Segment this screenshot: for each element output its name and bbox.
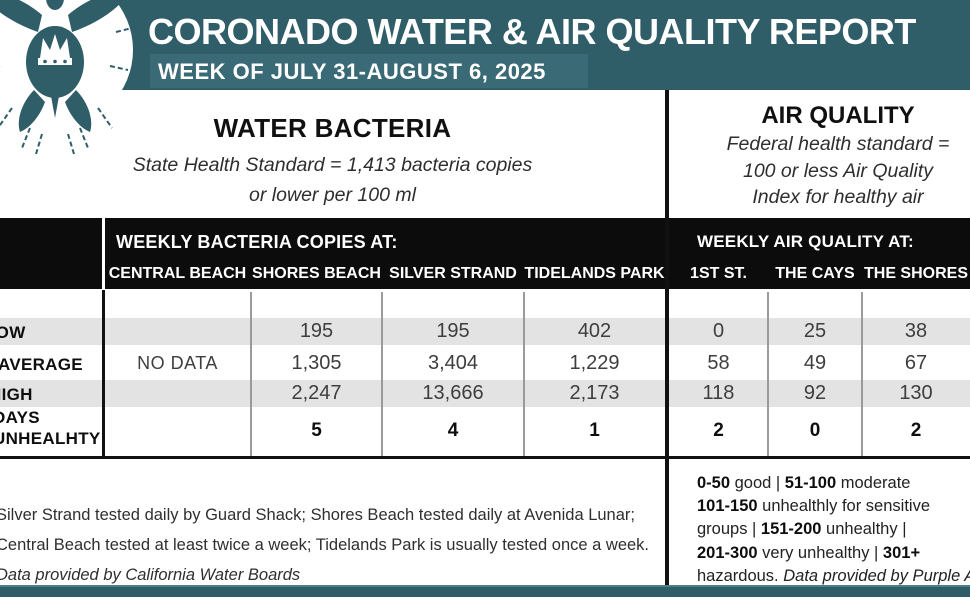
- table-cell: 92: [803, 382, 827, 404]
- table-cell: 2: [910, 420, 922, 441]
- table-bottom-border: [0, 456, 970, 459]
- row-stripe-high: [0, 380, 970, 407]
- row-stripe-low: [0, 318, 970, 345]
- coronado-logo: [0, 0, 133, 155]
- column-header-the-shores: THE SHORES: [863, 265, 968, 282]
- water-footnote-source: Data provided by California Water Boards: [0, 566, 301, 584]
- label-column-divider: [102, 290, 105, 456]
- table-cell: 0: [712, 320, 725, 342]
- section-divider: [665, 90, 669, 585]
- column-header-silver-strand: SILVER STRAND: [389, 265, 517, 282]
- water-footnote-text: Silver Strand tested daily by Guard Shac…: [0, 506, 650, 554]
- bottom-bar: [0, 585, 970, 597]
- table-cell: 2,173: [569, 382, 620, 404]
- logo-rays: [0, 0, 133, 155]
- water-group-header: WEEKLY BACTERIA COPIES AT:: [116, 232, 398, 252]
- table-cell: 5: [311, 420, 322, 441]
- turtle-crown: [38, 34, 72, 65]
- water-standard-line2: or lower per 100 ml: [249, 184, 416, 206]
- table-cell: 195: [436, 320, 470, 342]
- water-footnote: Silver Strand tested daily by Guard Shac…: [0, 500, 658, 590]
- table-cell: 0: [809, 420, 821, 441]
- air-health-standard: Federal health standard = 100 or less Ai…: [672, 131, 970, 211]
- air-standard-line2: 100 or less Air Quality: [742, 159, 934, 182]
- air-column-divider-2: [861, 292, 863, 456]
- table-cell: 2: [713, 420, 724, 441]
- column-header-central-beach: CENTRAL BEACH: [108, 265, 247, 282]
- table-cell: 1,305: [291, 351, 342, 374]
- table-cell: 67: [904, 351, 928, 374]
- week-chip: [150, 54, 588, 88]
- water-column-divider-2: [381, 292, 383, 456]
- water-section-title: WATER BACTERIA: [213, 113, 452, 143]
- table-cell: 38: [904, 320, 928, 342]
- table-cell: 195: [299, 320, 334, 342]
- row-label-header-block: [0, 218, 102, 289]
- table-cell: [104, 318, 251, 345]
- report-week-subtitle: WEEK OF JULY 31-AUGUST 6, 2025: [158, 59, 546, 84]
- table-cell: [104, 408, 251, 454]
- row-label-high: HIGH: [0, 385, 33, 404]
- table-cell-no-data: NO DATA: [137, 352, 218, 373]
- table-cell: 402: [577, 320, 612, 342]
- row-label-average: AVERAGE: [0, 355, 83, 374]
- table-cell: 25: [803, 320, 827, 342]
- row-label-days-unhealthy: DAYS UNHEALHTY: [0, 408, 101, 448]
- table-cell: [104, 380, 251, 407]
- legend-line: 101-150 unhealthly for sensitive: [697, 497, 930, 516]
- table-cell: 130: [899, 382, 933, 404]
- air-legend-source: Data provided by Purple Air: [783, 566, 970, 585]
- air-table-header-block: [669, 218, 970, 289]
- water-table-header-block: [105, 218, 665, 289]
- column-header-tidelands-park: TIDELANDS PARK: [524, 265, 665, 282]
- table-cell: 3,404: [427, 351, 479, 374]
- air-standard-line3: Index for healthy air: [752, 186, 924, 208]
- water-health-standard: State Health Standard = 1,413 bacteria c…: [0, 150, 665, 210]
- air-section-title: AIR QUALITY: [761, 102, 915, 129]
- report-title: CORONADO WATER & AIR QUALITY REPORT: [148, 11, 916, 52]
- table-cell: 4: [447, 420, 459, 441]
- air-quality-legend: 0-50 good | 51-100 moderate 101-150 unhe…: [697, 472, 970, 588]
- column-header-shores-beach: SHORES BEACH: [252, 265, 381, 282]
- table-cell: 1,229: [569, 351, 620, 374]
- legend-line: 0-50 good | 51-100 moderate: [697, 474, 911, 492]
- air-standard-line1: Federal health standard =: [726, 133, 950, 155]
- column-header-the-cays: THE CAYS: [775, 265, 855, 282]
- table-cell: 58: [707, 351, 730, 374]
- table-cell: 118: [702, 382, 735, 404]
- water-column-divider-3: [523, 292, 525, 456]
- legend-line: groups | 151-200 unhealthy |: [697, 520, 907, 539]
- air-group-header: WEEKLY AIR QUALITY AT:: [697, 232, 914, 251]
- air-column-divider-1: [767, 292, 769, 456]
- table-cell: 13,666: [422, 382, 484, 404]
- table-cell: 49: [803, 351, 827, 374]
- column-header-1st-st: 1ST ST.: [690, 265, 747, 282]
- row-label-low: LOW: [0, 323, 26, 342]
- table-cell: 1: [589, 420, 600, 441]
- legend-line: hazardous. Data provided by Purple Air: [697, 565, 970, 588]
- water-column-divider-1: [250, 292, 252, 456]
- legend-line: 201-300 very unhealthy | 301+: [697, 543, 921, 562]
- table-cell: 2,247: [291, 382, 342, 404]
- water-standard-line1: State Health Standard = 1,413 bacteria c…: [132, 154, 533, 176]
